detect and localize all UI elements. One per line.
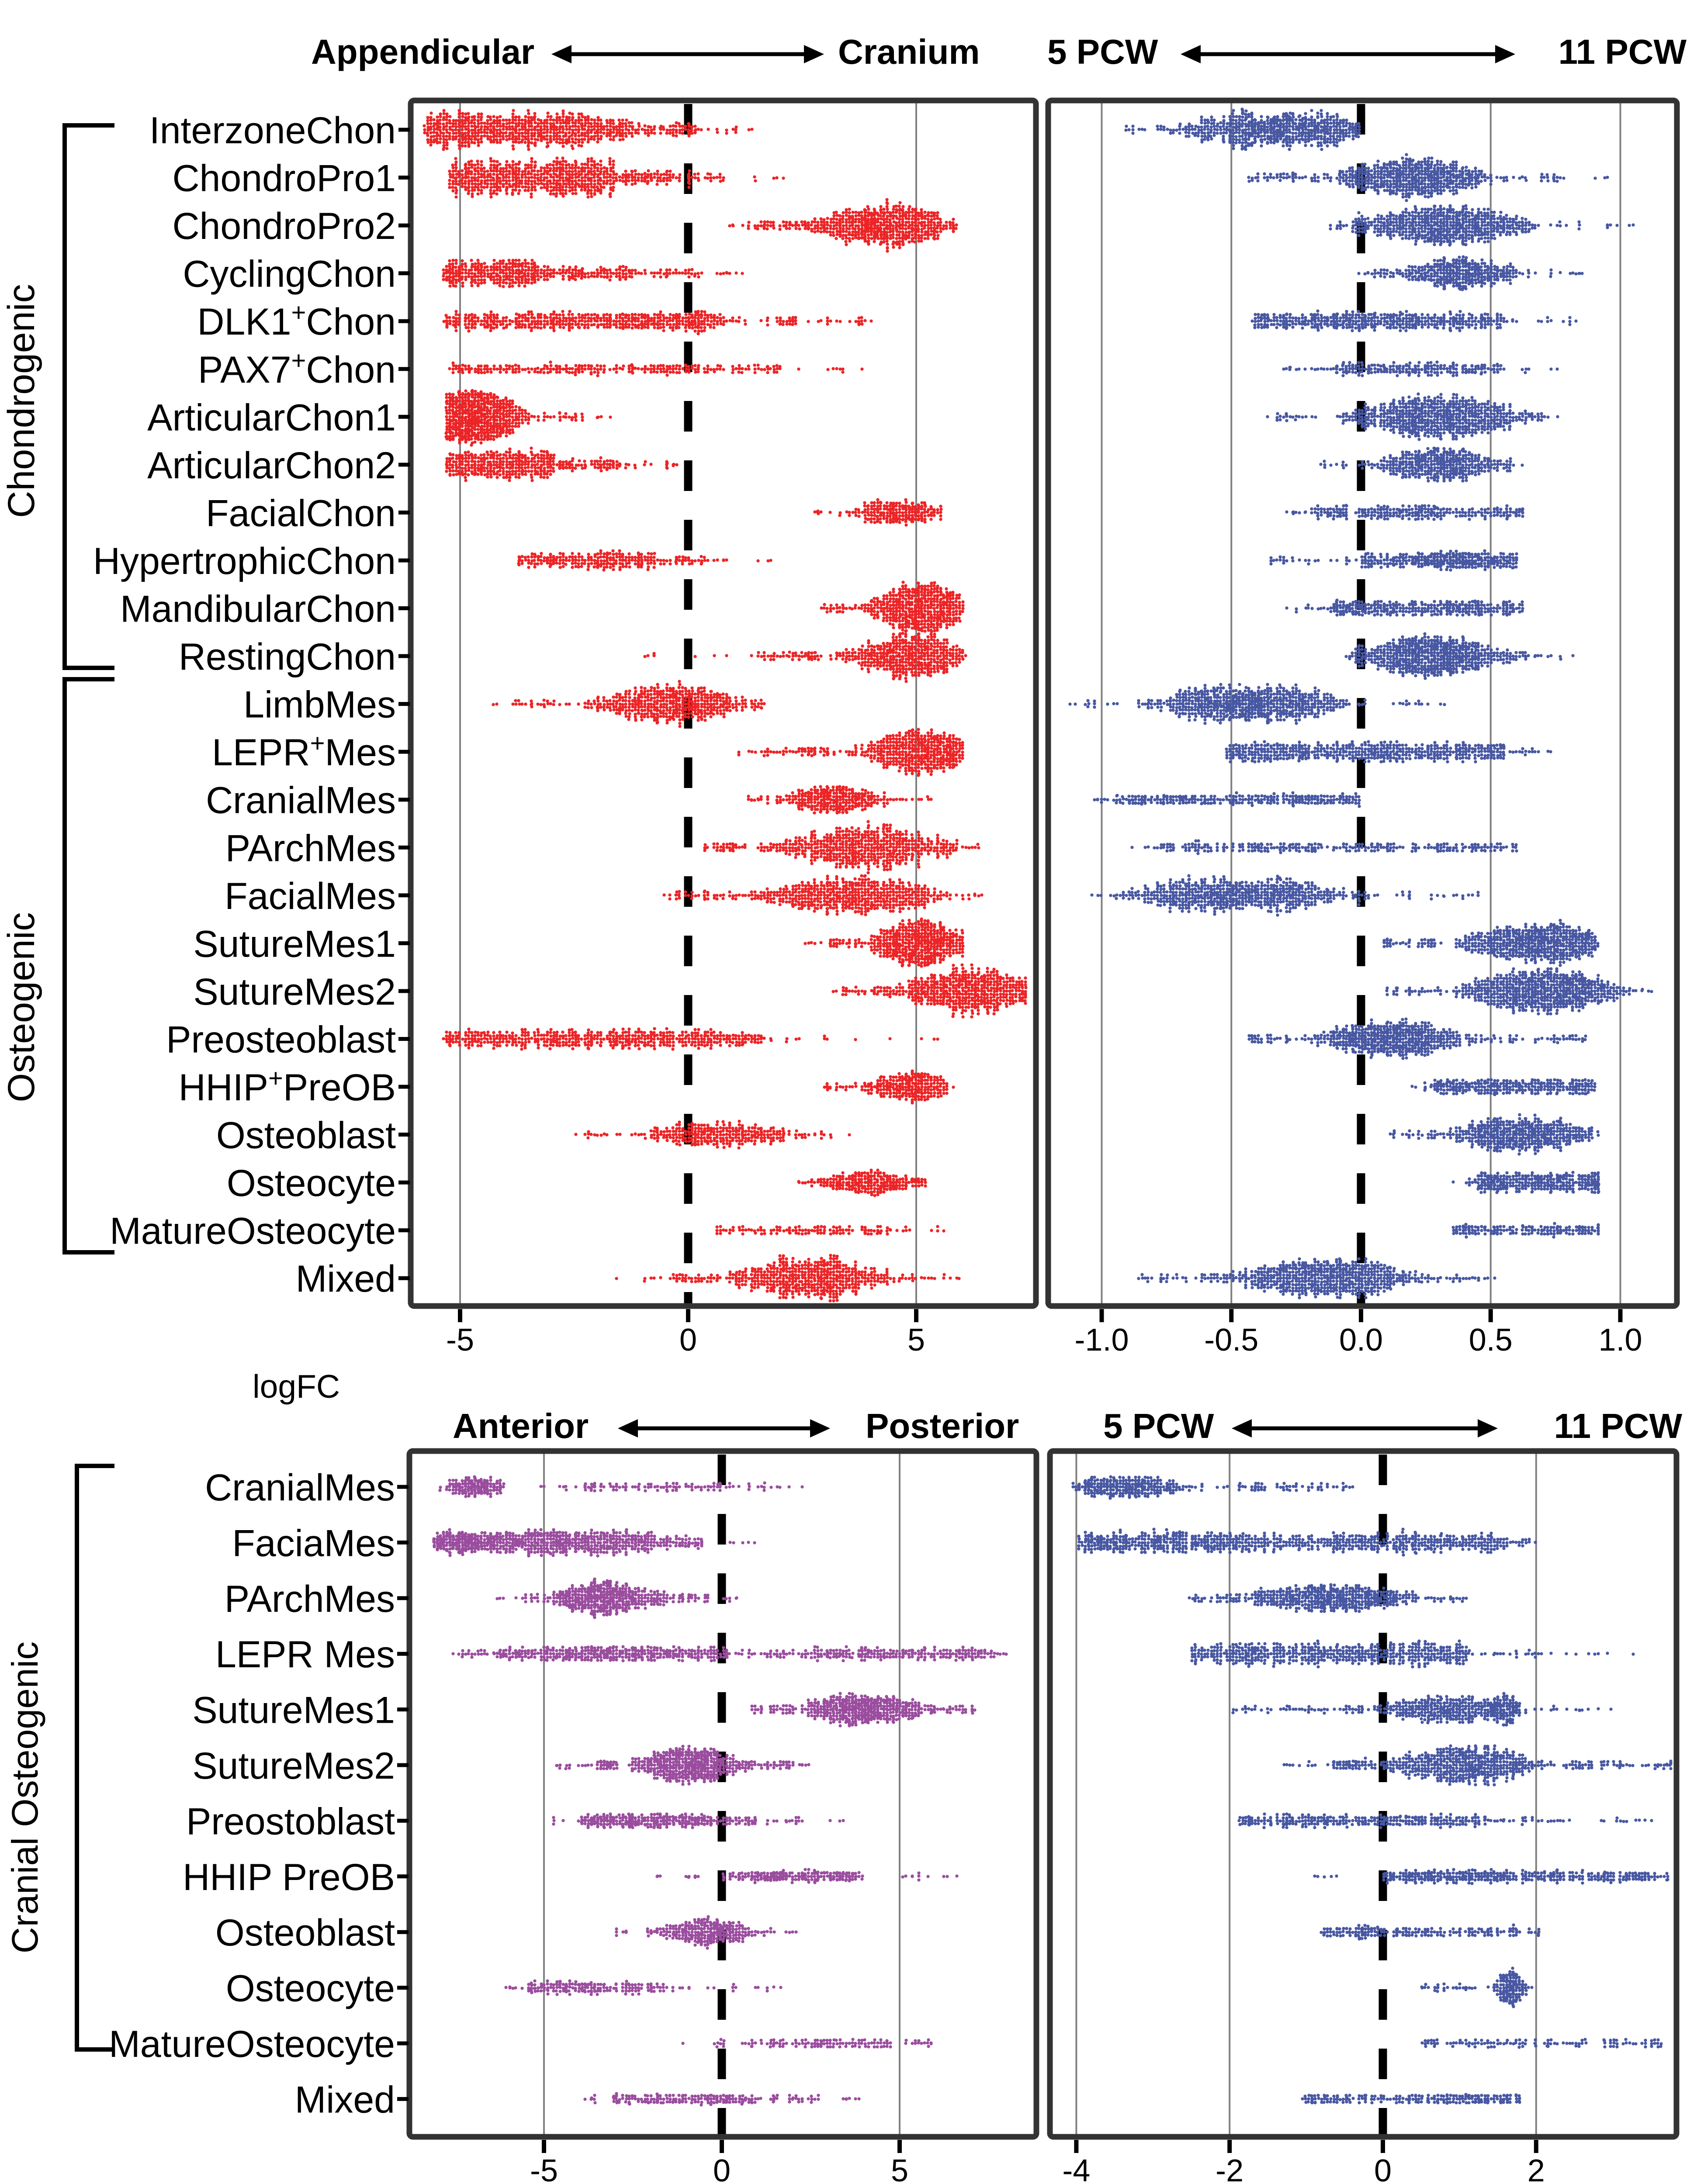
svg-text:logFC: logFC — [253, 2179, 340, 2184]
svg-text:CyclingChon: CyclingChon — [183, 253, 396, 295]
svg-text:RestingChon: RestingChon — [179, 636, 396, 678]
svg-text:1.0: 1.0 — [1598, 1323, 1642, 1358]
svg-text:InterzoneChon: InterzoneChon — [149, 110, 396, 152]
svg-text:FacialChon: FacialChon — [206, 492, 396, 534]
svg-text:Osteoblast: Osteoblast — [215, 1912, 395, 1954]
svg-text:5: 5 — [891, 2153, 908, 2184]
svg-text:Cranium: Cranium — [838, 32, 980, 71]
svg-text:-4: -4 — [1062, 2153, 1090, 2184]
svg-text:-1.0: -1.0 — [1074, 1323, 1129, 1358]
svg-text:CranialMes: CranialMes — [205, 1467, 395, 1509]
svg-text:HHIP PreOB: HHIP PreOB — [183, 1856, 395, 1898]
svg-text:MandibularChon: MandibularChon — [120, 588, 396, 630]
svg-text:Appendicular: Appendicular — [311, 32, 534, 71]
svg-text:FaciaMes: FaciaMes — [232, 1522, 395, 1564]
svg-text:5: 5 — [907, 1323, 925, 1358]
svg-text:CranialMes: CranialMes — [206, 780, 396, 822]
svg-text:Mixed: Mixed — [296, 1258, 396, 1300]
svg-text:-0.5: -0.5 — [1204, 1323, 1258, 1358]
svg-text:2: 2 — [1527, 2153, 1545, 2184]
svg-text:0.5: 0.5 — [1469, 1323, 1513, 1358]
svg-text:SutureMes2: SutureMes2 — [192, 1745, 395, 1787]
svg-text:Preostoblast: Preostoblast — [186, 1800, 395, 1842]
svg-text:SutureMes1: SutureMes1 — [192, 1690, 395, 1731]
svg-text:0: 0 — [713, 2153, 731, 2184]
svg-text:Chondrogenic: Chondrogenic — [0, 284, 42, 518]
svg-text:Osteocyte: Osteocyte — [227, 1162, 396, 1204]
svg-text:ChondroPro1: ChondroPro1 — [172, 158, 396, 200]
svg-text:FacialMes: FacialMes — [225, 875, 396, 917]
svg-text:0: 0 — [1374, 2153, 1392, 2184]
svg-text:ArticularChon1: ArticularChon1 — [147, 397, 396, 439]
svg-text:Cranial Osteogenic: Cranial Osteogenic — [4, 1641, 45, 1953]
svg-text:11 PCW: 11 PCW — [1559, 32, 1687, 71]
svg-text:PArchMes: PArchMes — [225, 827, 396, 869]
svg-text:LimbMes: LimbMes — [243, 684, 396, 726]
svg-text:Anterior: Anterior — [453, 1406, 589, 1445]
svg-text:LEPR Mes: LEPR Mes — [215, 1634, 395, 1676]
svg-text:MatureOsteocyte: MatureOsteocyte — [110, 1210, 396, 1252]
svg-text:5 PCW: 5 PCW — [1047, 32, 1158, 71]
svg-text:HHIP+PreOB: HHIP+PreOB — [179, 1064, 396, 1109]
svg-text:MatureOsteocyte: MatureOsteocyte — [109, 2023, 395, 2065]
svg-text:logFC: logFC — [253, 1368, 340, 1405]
svg-text:SutureMes2: SutureMes2 — [193, 971, 396, 1013]
svg-text:11 PCW: 11 PCW — [1554, 1406, 1683, 1445]
svg-text:LEPR+Mes: LEPR+Mes — [212, 729, 396, 774]
svg-text:Osteogenic: Osteogenic — [0, 912, 42, 1102]
svg-text:Mixed: Mixed — [295, 2079, 395, 2121]
svg-text:Preosteoblast: Preosteoblast — [166, 1019, 396, 1061]
svg-text:ArticularChon2: ArticularChon2 — [147, 445, 396, 487]
svg-text:PArchMes: PArchMes — [225, 1578, 395, 1620]
svg-text:0.0: 0.0 — [1339, 1323, 1383, 1358]
svg-text:0: 0 — [679, 1323, 697, 1358]
svg-text:Osteocyte: Osteocyte — [226, 1968, 395, 2010]
svg-text:ChondroPro2: ChondroPro2 — [172, 205, 396, 247]
svg-text:SutureMes1: SutureMes1 — [193, 923, 396, 965]
svg-text:Osteoblast: Osteoblast — [216, 1115, 396, 1157]
svg-text:-5: -5 — [446, 1323, 474, 1358]
svg-text:-5: -5 — [530, 2153, 558, 2184]
svg-text:HypertrophicChon: HypertrophicChon — [93, 540, 396, 582]
svg-text:5 PCW: 5 PCW — [1103, 1406, 1214, 1445]
svg-text:Posterior: Posterior — [866, 1406, 1019, 1445]
svg-text:-2: -2 — [1216, 2153, 1243, 2184]
